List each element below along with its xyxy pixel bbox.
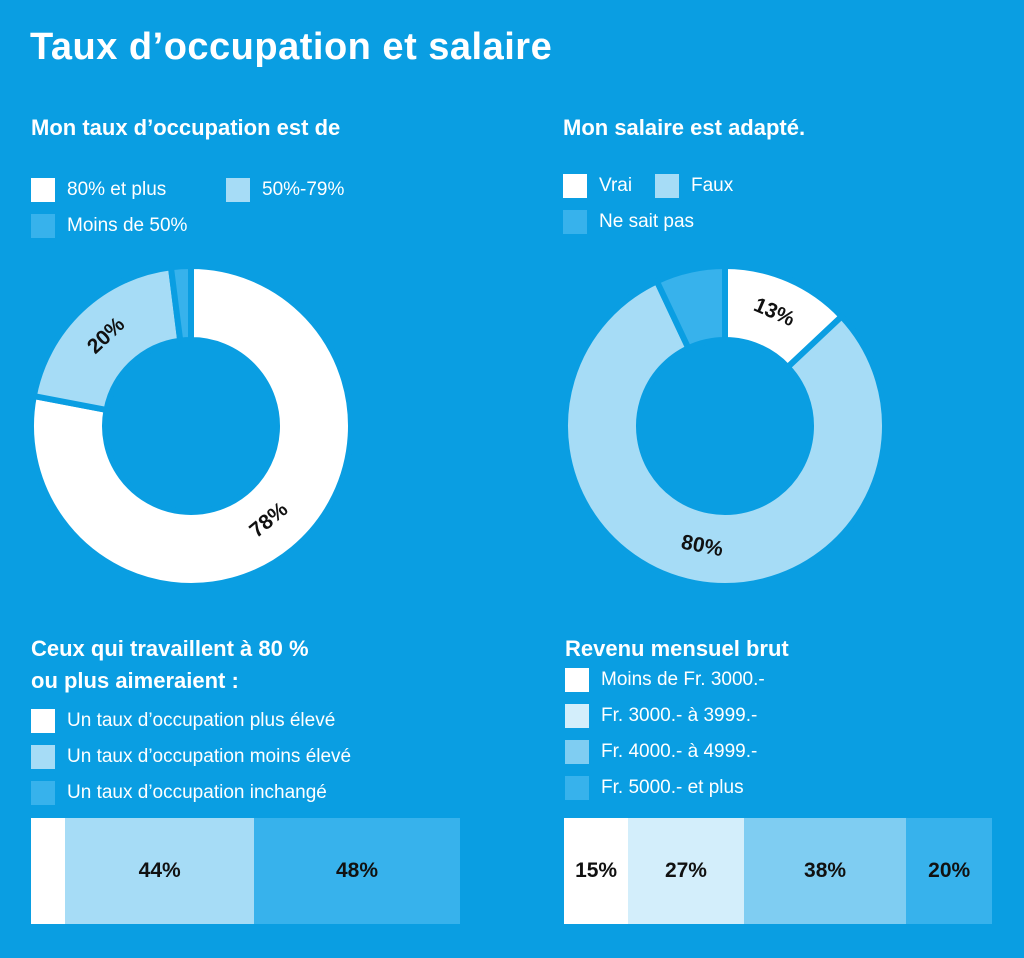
legend-label: Moins de 50% [67, 215, 188, 236]
legend-label: Fr. 4000.- à 4999.- [601, 741, 758, 762]
legend-label: Ne sait pas [599, 211, 695, 232]
chart3-legend-item: Un taux d’occupation moins élevé [31, 745, 351, 769]
legend-swatch [565, 668, 589, 692]
legend-label: Moins de Fr. 3000.- [601, 669, 765, 690]
donut-slice [722, 262, 846, 372]
bar-segment: 38% [743, 818, 907, 924]
donut-slice [652, 262, 728, 353]
donut-data-label: 13% [750, 293, 798, 331]
legend-swatch [565, 740, 589, 764]
bar-data-label: 20% [928, 859, 971, 882]
page-title: Taux d’occupation et salaire [30, 26, 553, 68]
legend-label: Vrai [599, 175, 633, 196]
donut-data-label: 20% [83, 313, 130, 359]
legend-label: Un taux d’occupation inchangé [67, 782, 327, 803]
chart2-legend-item: Vrai [563, 174, 632, 198]
legend-swatch [31, 214, 55, 238]
chart4-legend-item: Fr. 4000.- à 4999.- [565, 740, 757, 764]
legend-swatch [655, 174, 679, 198]
bar-segment: 44% [65, 818, 255, 924]
donut-data-label: 80% [679, 531, 725, 562]
chart3-title-line: Ceux qui travaillent à 80 % [31, 636, 309, 661]
legend-swatch [563, 210, 587, 234]
bar-data-label: 38% [804, 859, 847, 882]
legend-swatch [31, 178, 55, 202]
chart3-legend-item: Un taux d’occupation inchangé [31, 781, 327, 805]
donut-slice [562, 277, 888, 589]
bar-segment [31, 818, 66, 924]
donut-slice [30, 263, 184, 414]
legend-label: 80% et plus [67, 179, 167, 200]
legend-label: Fr. 5000.- et plus [601, 777, 744, 798]
legend-label: Fr. 3000.- à 3999.- [601, 705, 758, 726]
chart1-legend-item: 50%-79% [226, 178, 344, 202]
legend-swatch [563, 174, 587, 198]
legend-label: Un taux d’occupation moins élevé [67, 746, 352, 767]
chart1-legend-item: Moins de 50% [31, 214, 187, 238]
chart1-title: Mon taux d’occupation est de [31, 115, 341, 140]
chart4-legend-item: Moins de Fr. 3000.- [565, 668, 765, 692]
chart4-legend-item: Fr. 3000.- à 3999.- [565, 704, 757, 728]
legend-swatch [31, 709, 55, 733]
legend-swatch [565, 776, 589, 800]
donut-data-label: 78% [245, 498, 292, 543]
chart3-title: Ceux qui travaillent à 80 % ou plus aime… [31, 633, 309, 697]
stacked-bar-revenu: 15% 27% 38% 20% [564, 818, 992, 924]
chart3-title-line: ou plus aimeraient : [31, 668, 239, 693]
bar-data-label: 27% [664, 859, 707, 882]
legend-swatch [565, 704, 589, 728]
bar-segment: 27% [628, 818, 744, 924]
legend-label: Un taux d’occupation plus élevé [67, 710, 336, 731]
legend-label: 50%-79% [262, 179, 345, 200]
legend-swatch [31, 745, 55, 769]
legend-swatch [226, 178, 250, 202]
chart2-legend-item: Ne sait pas [563, 210, 694, 234]
bar-data-label: 48% [336, 859, 379, 882]
bar-data-label: 15% [575, 859, 618, 882]
bar-segment: 15% [564, 818, 629, 924]
legend-swatch [31, 781, 55, 805]
chart1-legend-item: 80% et plus [31, 178, 166, 202]
chart2-legend-item: Faux [655, 174, 733, 198]
legend-label: Faux [691, 175, 734, 196]
donut-slice [167, 262, 194, 345]
chart2-title: Mon salaire est adapté. [563, 115, 806, 140]
bar-data-label: 44% [138, 859, 181, 882]
chart4-legend-item: Fr. 5000.- et plus [565, 776, 744, 800]
stacked-bar-occupation: 44% 48% [31, 818, 460, 924]
donut-slice [28, 262, 354, 589]
chart4-title: Revenu mensuel brut [565, 636, 789, 661]
chart3-legend-item: Un taux d’occupation plus élevé [31, 709, 335, 733]
bar-segment: 20% [906, 818, 992, 924]
bar-segment: 48% [254, 818, 460, 924]
